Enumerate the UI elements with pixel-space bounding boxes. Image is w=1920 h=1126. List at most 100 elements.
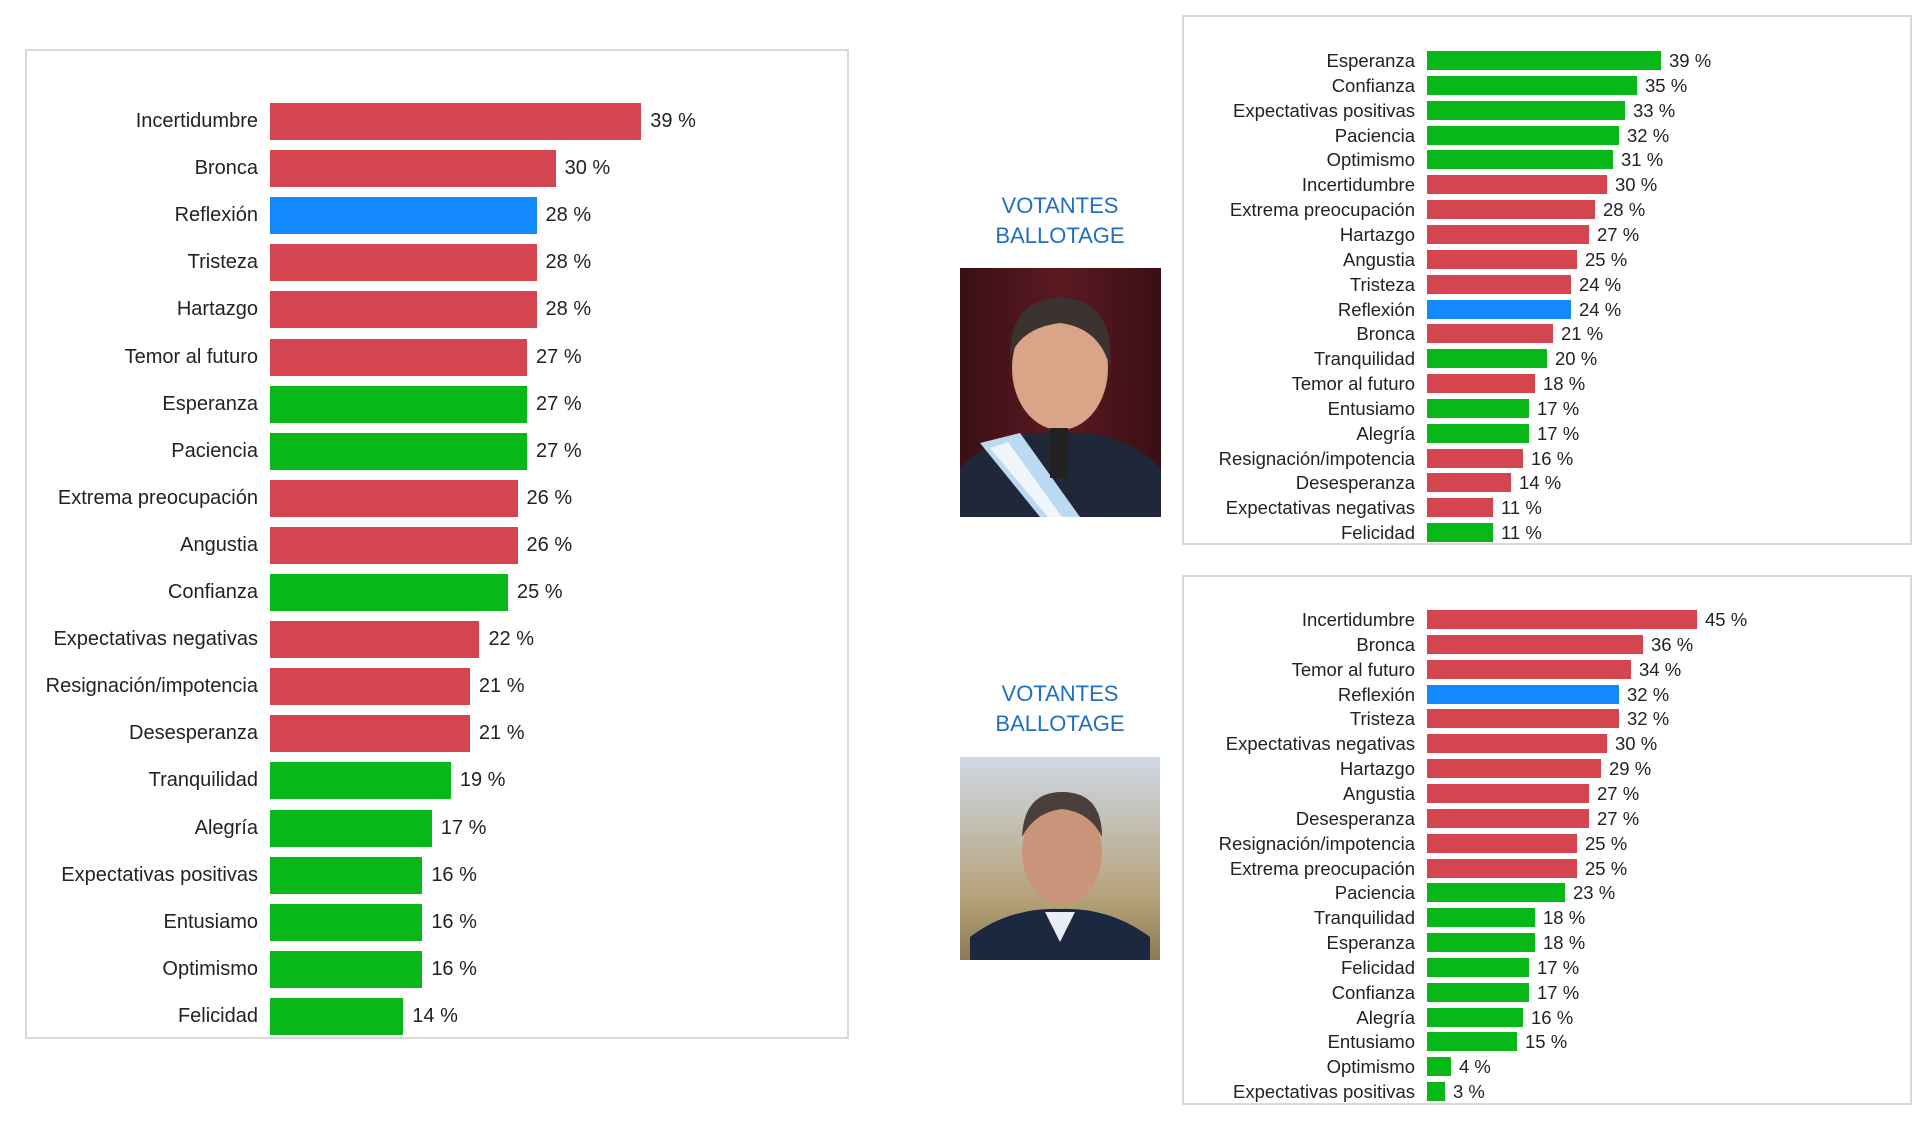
bar xyxy=(1427,423,1529,443)
bar-row: Esperanza 18 % xyxy=(1184,933,1910,953)
category-label: Angustia xyxy=(1343,782,1415,804)
bar xyxy=(270,150,556,188)
bar xyxy=(1427,1007,1523,1027)
chart-milei-voters: Esperanza 39 % Confianza 35 % Expectativas p… xyxy=(1182,15,1912,545)
bar xyxy=(1427,175,1607,195)
category-label: Confianza xyxy=(1331,981,1415,1003)
bar-row: Paciencia 32 % xyxy=(1184,125,1910,145)
bar-row: Confianza 25 % xyxy=(27,574,847,611)
value-label: 16 % xyxy=(1531,1006,1574,1028)
bar-row: Incertidumbre 45 % xyxy=(1184,610,1910,629)
bar xyxy=(270,103,642,140)
category-label: Angustia xyxy=(180,533,258,556)
value-label: 22 % xyxy=(488,628,535,651)
bar-row: Paciencia 23 % xyxy=(1184,882,1910,904)
caption-line: BALLOTAGE xyxy=(995,223,1125,248)
value-label: 25 % xyxy=(1585,248,1628,270)
category-label: Extrema preocupación xyxy=(1229,857,1415,879)
value-label: 27 % xyxy=(1597,223,1640,245)
bar-row: Optimismo 4 % xyxy=(1184,1057,1910,1077)
category-label: Hartazgo xyxy=(176,298,258,321)
category-label: Optimismo xyxy=(162,957,258,980)
value-label: 3 % xyxy=(1453,1081,1485,1103)
category-label: Esperanza xyxy=(162,392,258,415)
bar xyxy=(270,903,423,941)
category-label: Hartazgo xyxy=(1339,223,1415,245)
bar xyxy=(270,432,528,470)
bar xyxy=(1427,150,1613,170)
bar xyxy=(270,479,518,517)
bar xyxy=(270,950,423,988)
bar-row: Expectativas positivas 33 % xyxy=(1184,100,1910,120)
category-label: Resignación/impotencia xyxy=(45,675,258,698)
category-label: Bronca xyxy=(1356,323,1415,345)
category-label: Expectativas positivas xyxy=(61,863,258,886)
caption-line: VOTANTES xyxy=(1001,681,1119,706)
bar xyxy=(1427,833,1577,853)
value-label: 25 % xyxy=(1585,857,1628,879)
bar-row: Resignación/impotencia 16 % xyxy=(1184,447,1910,469)
bar-row: Tranquilidad 20 % xyxy=(1184,349,1910,369)
category-label: Bronca xyxy=(194,157,258,180)
bar-row: Bronca 21 % xyxy=(1184,323,1910,345)
value-label: 17 % xyxy=(1537,422,1580,444)
bar-row: Angustia 27 % xyxy=(1184,782,1910,804)
bar xyxy=(1427,125,1619,145)
bar-row: Desesperanza 21 % xyxy=(27,715,847,753)
bar xyxy=(270,997,404,1035)
bar-row: Extrema preocupación 25 % xyxy=(1184,857,1910,879)
value-label: 24 % xyxy=(1579,273,1622,295)
bar xyxy=(1427,734,1607,754)
category-label: Felicidad xyxy=(177,1004,258,1027)
bar-row: Tristeza 28 % xyxy=(27,244,847,282)
value-label: 39 % xyxy=(650,110,696,132)
category-label: Reflexión xyxy=(1337,298,1415,320)
bar-row: Alegría 17 % xyxy=(27,809,847,847)
category-label: Expectativas positivas xyxy=(1232,1081,1415,1103)
bar xyxy=(1427,324,1553,344)
category-label: Extrema preocupación xyxy=(1229,199,1415,221)
category-label: Entusiamo xyxy=(163,910,259,933)
value-label: 17 % xyxy=(1537,397,1580,419)
value-label: 28 % xyxy=(545,251,592,274)
bar-row: Temor al futuro 27 % xyxy=(27,338,847,376)
category-label: Esperanza xyxy=(1326,50,1415,71)
value-label: 16 % xyxy=(1531,447,1574,469)
value-label: 23 % xyxy=(1573,882,1616,904)
value-label: 45 % xyxy=(1705,609,1748,630)
bar xyxy=(270,574,508,611)
bar xyxy=(1427,957,1529,977)
bar xyxy=(1427,398,1529,418)
category-label: Paciencia xyxy=(171,439,258,462)
category-label: Optimismo xyxy=(1326,149,1415,171)
bar xyxy=(1427,51,1661,70)
caption-line: BALLOTAGE xyxy=(995,711,1125,736)
category-label: Entusiamo xyxy=(1327,397,1415,419)
bar-row: Reflexión 32 % xyxy=(1184,684,1910,704)
value-label: 27 % xyxy=(536,439,582,462)
bar-row: Optimismo 16 % xyxy=(27,950,847,988)
value-label: 27 % xyxy=(536,392,582,415)
bar xyxy=(270,291,537,329)
value-label: 17 % xyxy=(440,816,487,839)
value-label: 30 % xyxy=(1615,733,1658,755)
value-label: 11 % xyxy=(1501,497,1542,519)
value-label: 16 % xyxy=(431,957,477,980)
bar xyxy=(1427,684,1619,704)
bar xyxy=(1427,610,1697,629)
bar-row: Confianza 35 % xyxy=(1184,74,1910,96)
value-label: 28 % xyxy=(545,298,592,321)
category-label: Temor al futuro xyxy=(124,345,258,368)
value-label: 36 % xyxy=(1651,633,1694,655)
bar-row: Desesperanza 27 % xyxy=(1184,807,1910,829)
bar xyxy=(1427,224,1589,244)
bar xyxy=(1427,634,1643,654)
bar-row: Extrema preocupación 28 % xyxy=(1184,199,1910,221)
value-label: 35 % xyxy=(1645,74,1688,96)
bar xyxy=(1427,523,1493,543)
category-label: Reflexión xyxy=(174,204,258,227)
value-label: 30 % xyxy=(1615,174,1658,196)
bar-row: Entusiamo 15 % xyxy=(1184,1032,1910,1052)
value-label: 31 % xyxy=(1621,149,1664,171)
value-label: 27 % xyxy=(1597,807,1640,829)
